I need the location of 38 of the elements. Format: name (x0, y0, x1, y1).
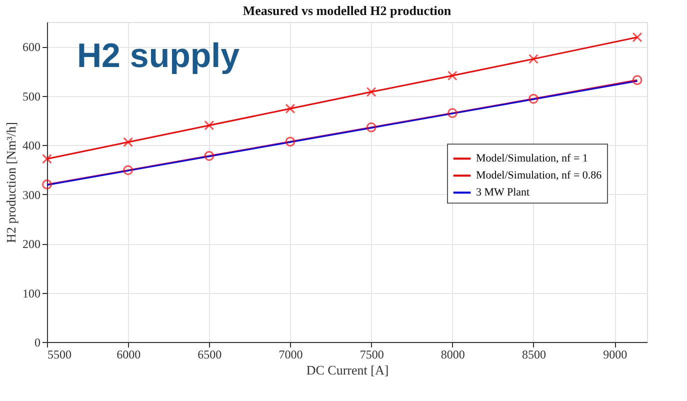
point (632, 75, 642, 86)
y-tick-label: 500 (22, 89, 40, 104)
y-axis-title: H2 production [Nm³/h] (4, 122, 18, 243)
legend-label: Model/Simulation, nf = 1 (476, 152, 588, 165)
x-tick-label: 8500 (522, 348, 546, 362)
x-tick-label: 7500 (360, 348, 384, 362)
y-tick-label: 600 (22, 40, 40, 54)
x-tick-label: 9000 (603, 348, 628, 362)
x-tick-label: 6500 (198, 348, 222, 362)
x-axis-title: DC Current [A] (306, 362, 389, 378)
point (123, 165, 134, 176)
point (447, 108, 458, 118)
point (204, 150, 214, 161)
point (285, 104, 296, 114)
y-tick-label: 100 (22, 286, 40, 300)
point (123, 137, 134, 148)
y-tick-label: 300 (22, 188, 40, 202)
y-tick-label: 0 (34, 336, 40, 350)
point (42, 154, 52, 164)
chart-title: Measured vs modelled H2 production (242, 3, 452, 18)
point (285, 136, 296, 147)
point (204, 120, 214, 130)
y-tick-label: 400 (22, 138, 40, 153)
x-tick-label: 6000 (116, 348, 141, 362)
point (632, 32, 642, 42)
x-tick-label: 7000 (278, 348, 303, 362)
point (528, 94, 538, 104)
point (528, 54, 538, 64)
legend-label: 3 MW Plant (476, 186, 530, 199)
point (366, 122, 376, 132)
x-tick-label: 5500 (48, 348, 72, 362)
point (366, 86, 376, 97)
point (42, 180, 52, 190)
x-tick-label: 8000 (440, 348, 465, 362)
annotation: H2 supply (77, 37, 240, 75)
point (447, 70, 458, 81)
legend-label: Model/Simulation, nf = 0.86 (476, 170, 602, 182)
y-tick-label: 200 (22, 237, 40, 252)
